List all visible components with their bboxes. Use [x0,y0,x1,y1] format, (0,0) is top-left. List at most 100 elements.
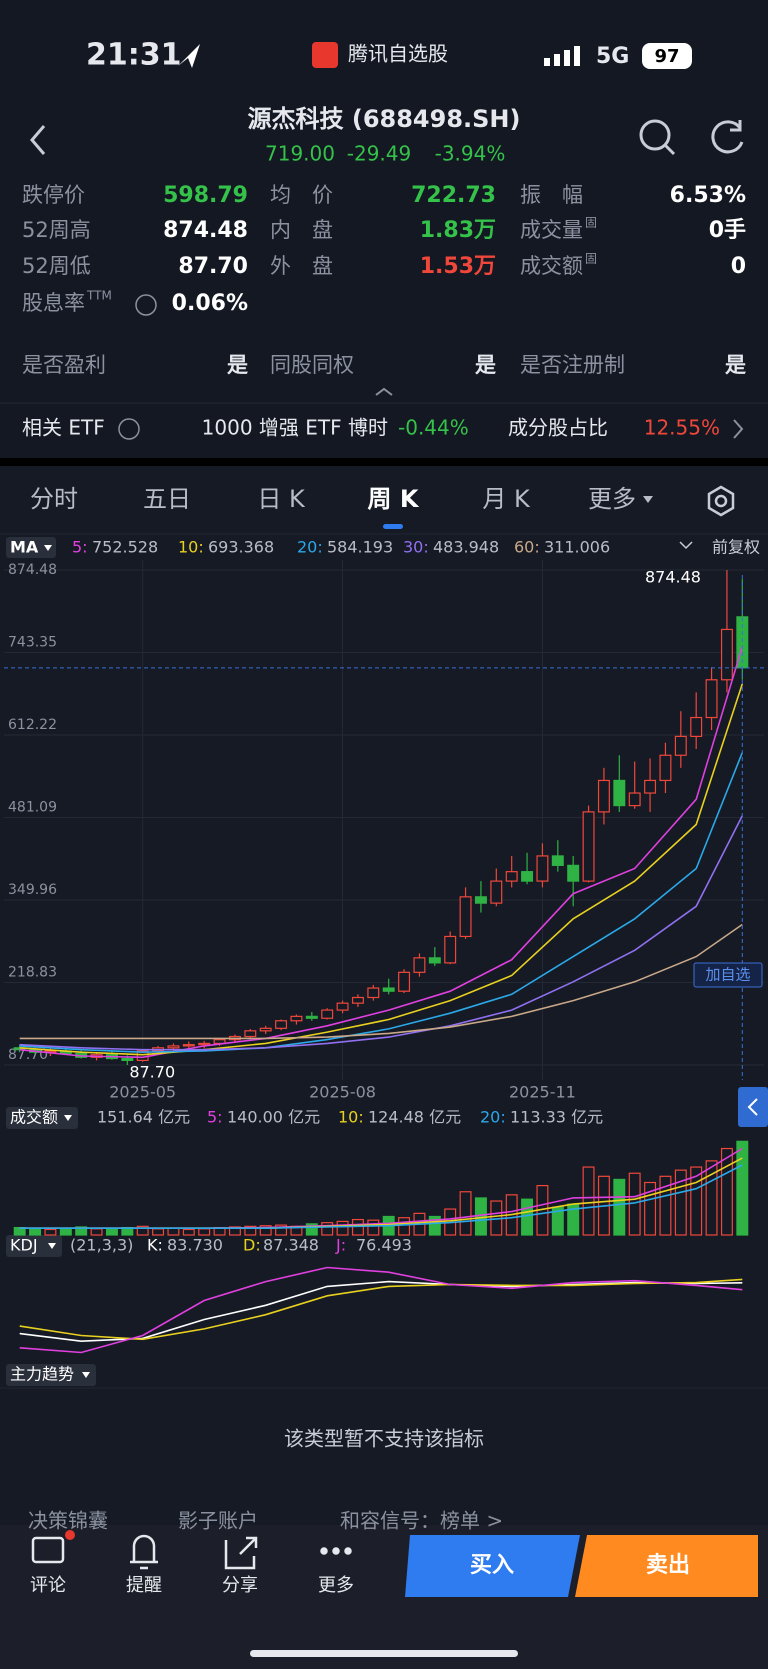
quote-value: 0 [731,254,746,279]
flag-label: 是否盈利 [22,353,106,377]
expand-ma[interactable] [679,541,693,550]
volume-bar [690,1166,703,1236]
ma-selector[interactable] [6,537,56,558]
volume-bar [720,1147,733,1236]
battery-level: 97 [654,46,679,67]
nav-label[interactable]: 分享 [222,1575,258,1596]
nav-label[interactable]: 提醒 [126,1575,162,1596]
buy-label: 买入 [470,1553,514,1578]
quote-value: 6.53% [670,183,746,208]
info-icon[interactable] [135,294,157,316]
candle-body [690,716,703,737]
trend-selector[interactable] [6,1364,96,1386]
y-tick-label: 481.09 [8,800,57,816]
candle-body [290,1015,303,1022]
settings-button[interactable] [707,485,735,517]
search-button[interactable] [639,119,676,156]
ma-name: 60: [514,538,540,557]
home-indicator [250,1650,518,1657]
tab[interactable]: 更多 [588,485,636,513]
volume-total: 151.64 亿元 [97,1108,190,1127]
volume-bar [459,1191,472,1236]
kdj-params: (21,3,3) [70,1236,133,1255]
volume-bar [613,1178,626,1236]
tab[interactable]: 分时 [30,485,78,513]
nav-label[interactable]: 评论 [30,1575,66,1596]
location-icon [178,44,200,68]
top-bg [0,0,768,458]
volume-bar [474,1197,487,1236]
trend-title: 主力趋势 [10,1365,74,1384]
volume-bar [90,1228,103,1236]
candle-body [259,1027,272,1032]
volume-selector[interactable] [6,1107,78,1129]
quote-label: 52周低 [22,254,91,278]
y-tick-label: 349.96 [8,882,57,898]
candle-body [597,779,610,813]
candle-body [398,971,411,992]
tab[interactable]: 周 K [368,485,420,513]
x-tick-label: 2025-11 [509,1083,576,1102]
flag-label: 同股同权 [270,353,354,377]
candle-body [644,779,657,794]
flag-value: 是 [725,353,746,377]
volume-bar [428,1215,441,1236]
etf-arrow[interactable] [733,419,744,439]
volume-bar [198,1228,211,1236]
candle-body [182,1044,195,1047]
ma-value: 693.368 [208,538,274,557]
nav-label[interactable]: 更多 [318,1575,354,1596]
volume-bar [59,1227,72,1236]
app-name: 腾讯自选股 [348,42,448,66]
kdj-selector[interactable] [6,1235,62,1257]
etf-weight: 12.55% [644,416,720,440]
ma-line [19,923,743,1040]
side-tab[interactable] [738,1087,768,1127]
info-icon[interactable] [118,418,140,440]
volume-bar [644,1181,657,1236]
volume-bar [628,1172,641,1236]
refresh-button[interactable] [711,120,744,154]
add-watch-button[interactable] [693,962,763,988]
network: 5G [596,44,629,69]
ma-line [19,815,744,1051]
candle-body [505,871,518,882]
candle-body [659,754,672,782]
candle-body [459,896,472,938]
clock: 21:31 [86,38,182,73]
volume-bar [152,1228,165,1236]
quote-label: 跌停价 [22,183,85,207]
candle-body [567,864,580,882]
candle-body [674,735,687,756]
sell-label: 卖出 [646,1552,690,1578]
back-button[interactable] [30,125,46,155]
candle-body [321,1009,334,1019]
buy-button[interactable] [405,1535,580,1597]
tool: 和容信号：榜单 > [340,1509,503,1533]
volume-bar [674,1169,687,1236]
candle-body [428,957,441,964]
sell-button[interactable] [575,1535,758,1597]
candle-body [613,779,626,807]
candle-body [490,880,503,904]
volume-bar [521,1198,534,1236]
candle-body [536,855,549,882]
volume-bar [275,1224,288,1236]
ma-dropdown [44,545,52,551]
etf-label: 相关 ETF [22,416,105,440]
volume-bar [321,1222,334,1236]
volume-bar [705,1160,718,1236]
candle-body [551,855,564,866]
tab[interactable]: 五日 [143,485,191,513]
high-label: 874.48 [645,568,701,587]
y-tick-label: 612.22 [8,717,57,733]
kdj-name: K: [147,1236,163,1255]
collapse-arrow[interactable] [375,387,393,396]
tab[interactable]: 日 K [257,485,306,513]
tab[interactable]: 月 K [482,485,531,513]
ma-value: 584.193 [327,538,393,557]
quote-label: 内 盘 [270,218,333,242]
candle-body [121,1057,134,1062]
change-pct: -3.94% [435,142,506,166]
change: -29.49 [347,142,411,166]
